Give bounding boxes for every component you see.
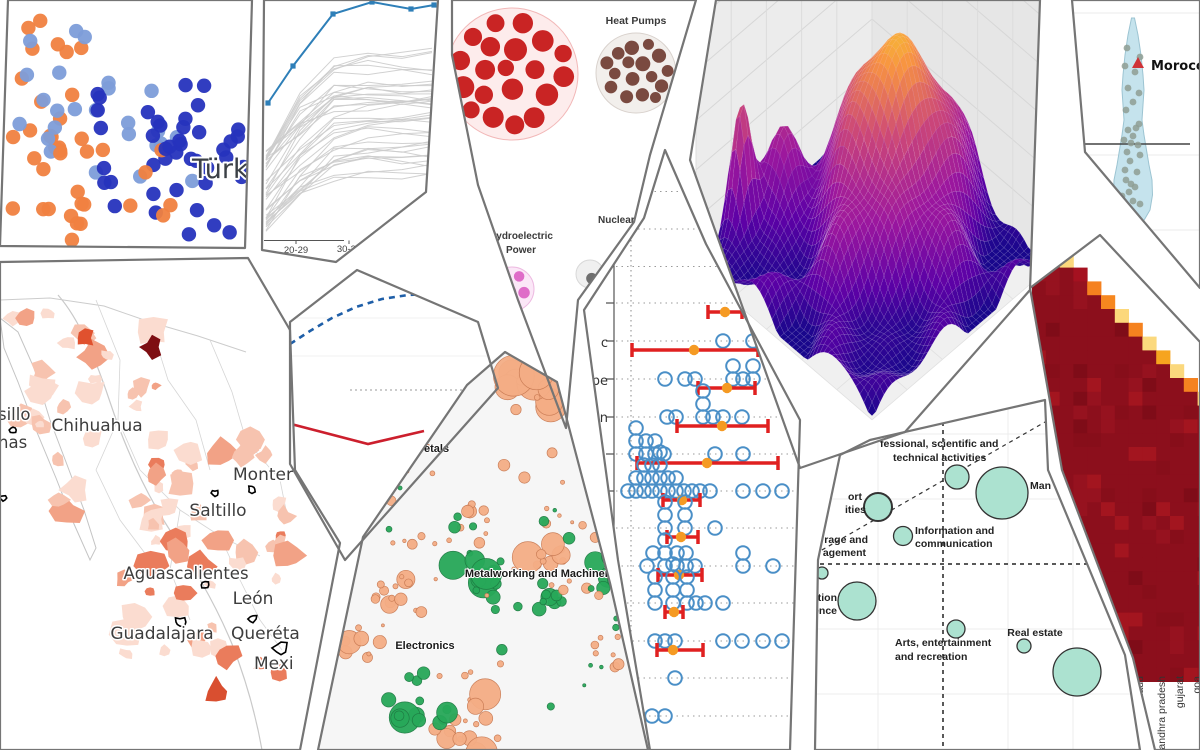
- cell-mexico: sillo nas Chihuahua Monter Saltillo Aguascali…: [0, 258, 340, 750]
- sector-label-transport-1: ort: [848, 491, 863, 503]
- violin-label-morocco: Morocco: [1151, 59, 1200, 74]
- heatmap-xlabel-3: goa: [1191, 676, 1200, 694]
- cell-bg-trend: [290, 270, 498, 560]
- sector-bubble-1: [975, 466, 1029, 520]
- sector-bubble-0: [944, 464, 970, 490]
- city-label-mexico-city: Mexi: [254, 654, 294, 674]
- industry-label-metalworking: Metalworking and Machinery: [465, 568, 616, 580]
- cell-content-sectors: fessional, scientific and technical activ…: [813, 400, 1140, 750]
- cell-border-ages: [260, 0, 440, 264]
- cell-border-mexico: [0, 256, 342, 750]
- morocco-marker-triangle: [1132, 57, 1144, 68]
- age-tick-20-29: 20-29: [284, 245, 308, 256]
- sector-label-transport-2: ities: [845, 504, 866, 516]
- city-label-aguascalientes: Aguascalientes: [123, 564, 248, 583]
- sector-bubble-2: [863, 492, 893, 522]
- cell-content-surface: [695, 0, 1040, 421]
- sector-label-storage-2: agement: [823, 547, 867, 559]
- sector-label-professional-1: fessional, scientific and: [880, 438, 998, 450]
- sector-bubble-7: [1016, 638, 1032, 654]
- cell-border-violin: [1070, 0, 1200, 290]
- cell-content-scatter: Türkiye: [5, 13, 289, 248]
- dotplot-ylabel-3: n: [600, 411, 608, 426]
- sector-bubble-8: [1052, 647, 1102, 697]
- pack-label-hydro-1: Hydroelectric: [489, 231, 553, 242]
- cell-border-trend: [288, 268, 500, 562]
- dotplot-ylabel-2: pe: [592, 374, 608, 389]
- cell-violin: Morocco: [1072, 0, 1200, 288]
- sector-label-manufacturing: Man: [1030, 480, 1051, 492]
- cell-border-sectors: [813, 398, 1142, 750]
- cell-bg-industry: [318, 352, 648, 750]
- cell-content-packs: Heat Pumps Hydroelectric Power Nuclear: [452, 7, 677, 312]
- cell-industry: etals Metalworking and Machinery Electroni…: [318, 352, 648, 750]
- highlight-series-line: [267, 0, 435, 104]
- sector-label-information-2: communication: [915, 538, 993, 550]
- turkiye-annotation: Türkiye: [191, 154, 289, 185]
- cell-trend: [290, 270, 498, 560]
- cell-packs: Heat Pumps Hydroelectric Power Nuclear: [452, 0, 696, 428]
- pack-label-heat-pumps: Heat Pumps: [606, 15, 667, 27]
- city-label-queretaro: Queréta: [231, 624, 300, 644]
- sector-label-professional-2: technical activities: [893, 452, 987, 464]
- heatmap-xlabel-2: gujarat: [1174, 676, 1186, 708]
- sector-label-arts-1: Arts, entertainment: [895, 637, 992, 649]
- city-label-leon: León: [233, 589, 274, 609]
- cell-border-packs: [450, 0, 698, 430]
- cell-content-ages: 20-29 30-39: [264, 0, 437, 256]
- cell-content-industry: etals Metalworking and Machinery Electroni…: [337, 354, 648, 750]
- city-label-saltillo: Saltillo: [189, 501, 246, 521]
- pack-label-hydro-2: Power: [506, 245, 536, 256]
- cell-border-scatter: [0, 0, 254, 250]
- sector-label-storage-1: rage and: [824, 534, 868, 546]
- city-label-monterrey: Monter: [233, 465, 293, 485]
- sector-bubble-5: [837, 581, 877, 621]
- sector-label-administration-1: tion: [818, 592, 837, 604]
- city-label-guadalajara: Guadalajara: [110, 624, 213, 644]
- cell-ages: 20-29 30-39: [262, 0, 438, 262]
- heatmap-xlabel-1: andhra pradesh: [1156, 676, 1168, 750]
- cell-surface: [690, 0, 1040, 468]
- sector-label-administration-2: ence: [813, 605, 837, 617]
- cell-content-mexico: sillo nas Chihuahua Monter Saltillo Aguascali…: [0, 294, 308, 750]
- cell-border-heatmap: [1028, 233, 1200, 750]
- sector-label-information-1: Information and: [915, 525, 994, 537]
- sector-bubble-6: [946, 619, 966, 639]
- cell-border-dotplot: [582, 148, 802, 750]
- cell-bg-dotplot: [584, 150, 800, 750]
- sector-label-arts-2: and recreation: [895, 651, 967, 663]
- industry-label-metals: etals: [424, 443, 449, 455]
- cell-border-industry: [316, 350, 650, 750]
- cell-dotplot: c pe n: [584, 150, 800, 750]
- pack-label-nuclear: Nuclear: [598, 215, 635, 226]
- city-label-chihuahua: Chihuahua: [51, 416, 142, 436]
- sector-label-real-estate: Real estate: [1007, 627, 1063, 639]
- solid-trend-line: [290, 422, 425, 446]
- age-tick-30-39: 30-39: [337, 244, 361, 255]
- city-label-nas: nas: [0, 433, 27, 452]
- cell-scatter: Türkiye: [0, 0, 289, 248]
- cell-sectors: fessional, scientific and technical activ…: [813, 400, 1140, 750]
- industry-label-electronics: Electronics: [395, 640, 454, 652]
- city-label-hermosillo: sillo: [0, 405, 30, 424]
- dotplot-ylabel-1: c: [601, 336, 608, 351]
- sector-bubble-3: [892, 525, 914, 547]
